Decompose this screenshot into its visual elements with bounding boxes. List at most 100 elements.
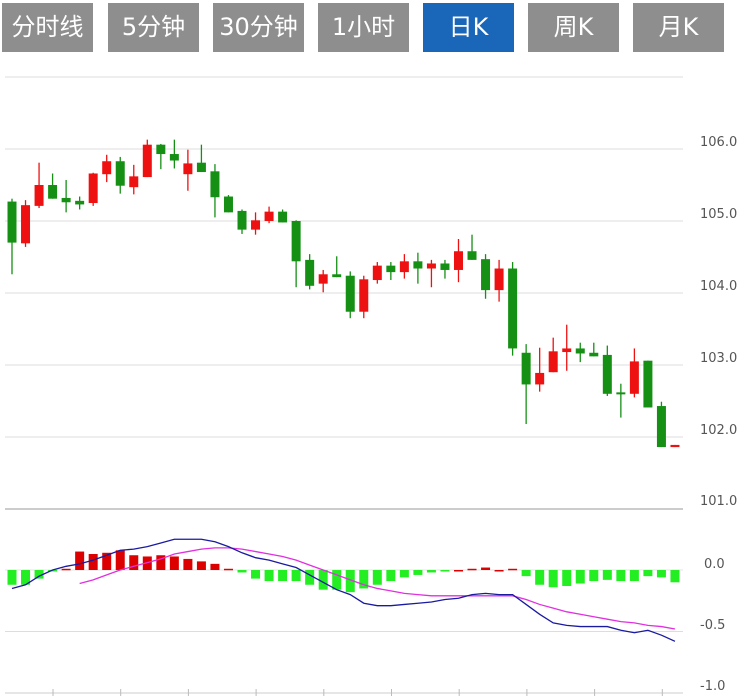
candle-body xyxy=(102,161,112,175)
macd-bar xyxy=(562,570,572,586)
macd-bar xyxy=(372,570,382,585)
macd-bar xyxy=(453,570,463,572)
dea-line xyxy=(79,547,676,630)
macd-bar xyxy=(305,570,315,585)
candle-body xyxy=(318,274,328,284)
tab-1hour[interactable]: 1小时 xyxy=(318,3,409,52)
candle-body xyxy=(183,163,193,175)
macd-tick-label: -1.0 xyxy=(700,679,725,694)
tab-timeshare[interactable]: 分时线 xyxy=(2,3,93,52)
macd-tick-label: -0.5 xyxy=(700,618,725,633)
candle-body xyxy=(656,406,666,448)
price-tick-label: 103.0 xyxy=(700,351,737,366)
macd-bar xyxy=(115,550,125,570)
macd-bar xyxy=(210,563,220,570)
macd-bar xyxy=(521,570,531,577)
candle-body xyxy=(440,263,450,270)
candle-body xyxy=(535,372,545,385)
candle-body xyxy=(75,200,85,205)
tab-30min[interactable]: 30分钟 xyxy=(213,3,304,52)
candle-body xyxy=(521,352,531,385)
candle-body xyxy=(345,275,355,312)
macd-bar xyxy=(7,570,17,585)
candle-body xyxy=(602,354,612,394)
macd-bar xyxy=(278,570,288,582)
candle-body xyxy=(372,265,382,281)
macd-bar xyxy=(129,555,139,570)
candle-body xyxy=(575,348,585,354)
candle-body xyxy=(481,259,491,291)
macd-bar xyxy=(589,570,599,582)
candle-body xyxy=(129,176,139,188)
macd-bar xyxy=(291,570,301,582)
candle-body xyxy=(156,144,166,155)
candle-body xyxy=(670,444,680,448)
macd-bar xyxy=(481,567,491,570)
macd-bar xyxy=(34,570,44,579)
macd-bar xyxy=(156,555,166,570)
macd-bar xyxy=(494,570,504,572)
macd-bar xyxy=(602,570,612,580)
macd-bar xyxy=(102,552,112,570)
candle-body xyxy=(61,197,71,203)
candle-body xyxy=(7,201,17,243)
macd-bar xyxy=(251,570,261,579)
candle-body xyxy=(413,261,423,269)
candle-body xyxy=(48,185,58,199)
macd-bar xyxy=(656,570,666,578)
candle-body xyxy=(643,360,653,408)
candle-body xyxy=(399,261,409,273)
macd-bar xyxy=(21,570,31,585)
candle-body xyxy=(386,265,396,273)
macd-bar xyxy=(88,554,98,570)
candle-body xyxy=(251,220,261,230)
tab-daily-k[interactable]: 日K xyxy=(423,3,514,52)
candle-body xyxy=(359,279,369,312)
macd-bar xyxy=(61,568,71,571)
tab-5min[interactable]: 5分钟 xyxy=(108,3,199,52)
macd-bar xyxy=(48,570,58,572)
candle-body xyxy=(616,392,626,395)
tab-monthly-k[interactable]: 月K xyxy=(633,3,724,52)
dif-line xyxy=(11,538,676,642)
candle-body xyxy=(589,352,599,357)
macd-bar xyxy=(548,570,558,588)
candle-body xyxy=(426,263,436,269)
candle-body xyxy=(210,171,220,198)
candle-body xyxy=(291,221,301,262)
macd-bar xyxy=(345,570,355,593)
candle-body xyxy=(629,361,639,394)
candle-body xyxy=(115,161,125,186)
macd-bar xyxy=(359,570,369,589)
macd-bar xyxy=(399,570,409,578)
macd-bar xyxy=(318,570,328,590)
macd-bar xyxy=(575,570,585,584)
candle-body xyxy=(169,154,179,161)
price-tick-label: 105.0 xyxy=(700,207,737,222)
candle-body xyxy=(142,144,152,178)
candle-body xyxy=(453,251,463,270)
candle-body xyxy=(264,211,274,221)
macd-bar xyxy=(332,570,342,590)
macd-bar xyxy=(440,570,450,572)
tab-weekly-k[interactable]: 周K xyxy=(528,3,619,52)
macd-tick-label: 0.0 xyxy=(704,557,725,572)
macd-bar xyxy=(535,570,545,585)
macd-bar xyxy=(183,558,193,570)
price-tick-label: 106.0 xyxy=(700,135,737,150)
macd-bar xyxy=(237,570,247,573)
macd-bar xyxy=(616,570,626,582)
macd-bar xyxy=(426,570,436,573)
macd-bar xyxy=(508,568,518,571)
candle-body xyxy=(467,251,477,260)
candle-body xyxy=(562,348,572,353)
macd-bar xyxy=(629,570,639,582)
macd-bar xyxy=(643,570,653,577)
candle-body xyxy=(223,196,233,213)
candle-body xyxy=(278,211,288,223)
macd-bar xyxy=(670,570,680,583)
macd-bar xyxy=(169,556,179,570)
period-tabs: 分时线 5分钟 30分钟 1小时 日K 周K 月K xyxy=(0,3,751,52)
macd-bar xyxy=(467,568,477,571)
candle-body xyxy=(88,173,98,203)
